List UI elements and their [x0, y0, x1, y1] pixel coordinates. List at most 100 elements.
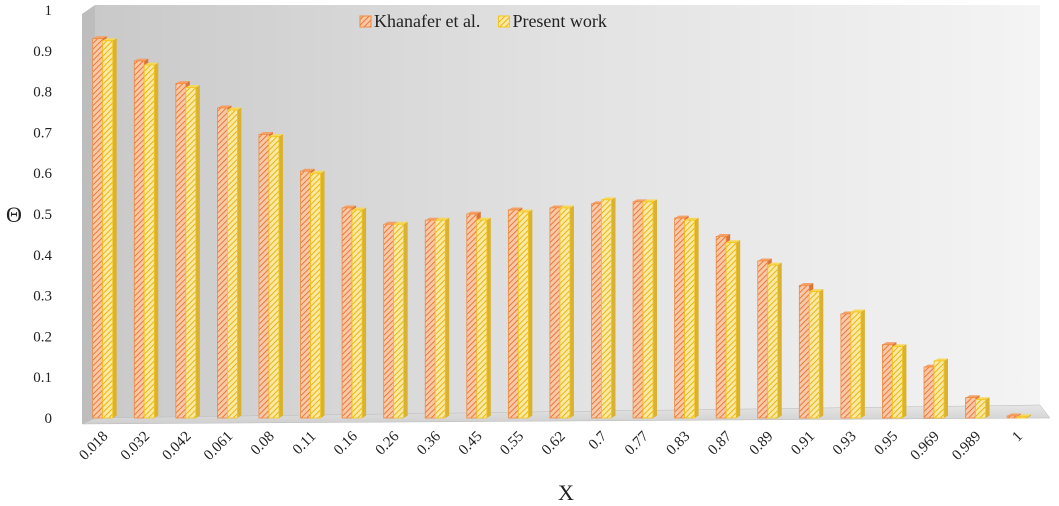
bar-side	[902, 344, 907, 418]
bar-present-work	[808, 291, 820, 419]
bar-side	[362, 207, 367, 418]
bar-top	[227, 107, 242, 110]
bar-top	[549, 205, 564, 208]
bar-top	[102, 38, 117, 41]
bar-khanafer	[632, 201, 644, 419]
bar-side	[694, 217, 699, 418]
y-axis-ticks: 0 0.1 0.2 0.3 0.4 0.5 0.6 0.7 0.8 0.9 1	[33, 3, 52, 427]
bar-top	[601, 197, 616, 200]
bars	[92, 36, 1032, 419]
bar-present-work	[1016, 416, 1028, 419]
bar-top	[383, 221, 398, 225]
bar-top	[757, 258, 772, 261]
bar-khanafer	[591, 203, 602, 419]
x-tick-label: 0.93	[830, 429, 860, 459]
x-tick-label: 0.26	[373, 428, 403, 458]
x-tick-label: 1	[1009, 429, 1026, 446]
bar-side	[445, 217, 450, 418]
x-tick-label: 0.45	[456, 429, 486, 459]
bar-top	[643, 199, 658, 202]
bar-present-work	[434, 219, 446, 419]
bar-khanafer	[798, 284, 810, 419]
x-tick-label: 0.989	[949, 429, 984, 464]
x-tick-label: 0.89	[747, 429, 777, 459]
bar-top	[518, 209, 533, 212]
y-tick-label: 0.2	[33, 329, 52, 345]
bar-khanafer	[715, 236, 727, 419]
bar-top	[435, 217, 450, 221]
bar-present-work	[393, 223, 405, 419]
legend-swatch	[359, 15, 372, 28]
bar-khanafer	[1006, 415, 1018, 419]
bar-top	[799, 283, 814, 286]
bar-side	[819, 289, 824, 418]
y-tick-label: 0.1	[33, 370, 52, 386]
bar-top	[975, 397, 990, 400]
bar-top	[268, 134, 283, 137]
x-axis-ticks: 0.018 0.032 0.042 0.061 0.08 0.11 0.16 0.26 0.36…	[76, 428, 1026, 464]
bar-present-work	[725, 242, 737, 419]
bar-side	[777, 262, 782, 418]
bar-side	[528, 209, 533, 418]
bar-present-work	[850, 311, 862, 419]
bar-side	[860, 309, 865, 418]
bar-top	[144, 62, 159, 66]
y-tick-label: 0.8	[33, 85, 52, 101]
bar-khanafer	[757, 260, 769, 419]
bar-khanafer	[507, 209, 519, 419]
bar-present-work	[975, 399, 986, 419]
bar-present-work	[767, 264, 779, 419]
x-tick-label: 0.7	[586, 428, 611, 453]
bar-khanafer	[923, 366, 935, 419]
x-axis-title: X	[558, 480, 574, 505]
y-tick-label: 1	[45, 3, 53, 19]
y-tick-label: 0.3	[33, 289, 52, 305]
bar-top	[809, 289, 824, 292]
bar-side	[195, 85, 200, 419]
x-tick-label: 0.08	[248, 429, 278, 459]
bar-khanafer	[300, 170, 311, 419]
bar-top	[300, 168, 315, 172]
bar-khanafer	[674, 217, 686, 419]
bar-khanafer	[216, 107, 228, 419]
bar-side	[653, 199, 658, 418]
bar-khanafer	[840, 313, 852, 419]
y-tick-label: 0.5	[33, 207, 52, 223]
bar-top	[882, 342, 897, 345]
bar-top	[425, 217, 440, 221]
bar-khanafer	[424, 219, 436, 419]
bar-side	[403, 221, 408, 418]
bar-khanafer	[965, 397, 976, 419]
bar-khanafer	[549, 207, 561, 419]
bar-present-work	[351, 209, 363, 419]
x-tick-label: 0.77	[622, 428, 652, 458]
bar-side	[569, 205, 574, 418]
bar-present-work	[517, 211, 529, 419]
x-tick-label: 0.061	[201, 429, 236, 464]
x-tick-label: 0.55	[497, 429, 527, 459]
bar-side	[944, 358, 949, 418]
bar-present-work	[933, 360, 945, 419]
legend-label: Present work	[512, 11, 606, 31]
bar-top	[850, 309, 865, 312]
bar-top	[92, 36, 107, 39]
bar-top	[352, 207, 367, 210]
bar-side	[278, 134, 283, 418]
y-axis-title: Θ	[6, 202, 22, 227]
bar-present-work	[684, 219, 696, 419]
bar-top	[559, 205, 574, 208]
x-tick-label: 0.87	[705, 428, 735, 458]
bar-top	[633, 199, 648, 202]
y-tick-label: 0.7	[33, 125, 52, 141]
bar-khanafer	[383, 223, 395, 419]
bar-top	[716, 234, 731, 237]
x-tick-label: 0.16	[331, 428, 361, 458]
legend: Khanafer et al. Present work	[359, 11, 607, 31]
bar-side	[611, 197, 616, 418]
bar-present-work	[102, 40, 114, 419]
bar-top	[466, 211, 481, 214]
bar-side	[736, 240, 741, 418]
bar-khanafer	[341, 207, 353, 419]
bar-top	[393, 221, 408, 225]
